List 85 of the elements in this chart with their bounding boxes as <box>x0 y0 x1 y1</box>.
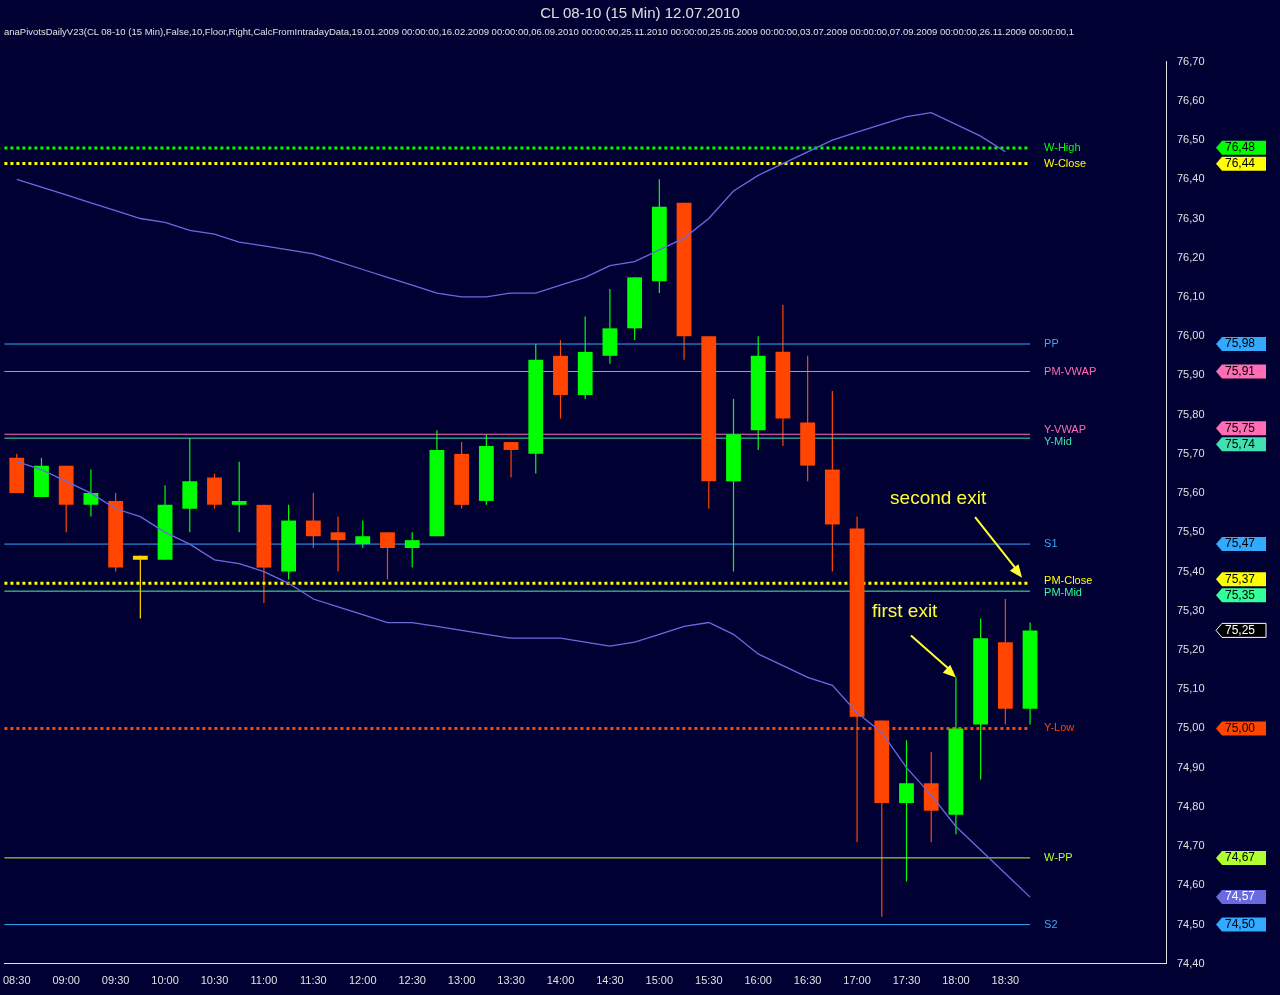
text: 75,75 <box>1225 420 1256 435</box>
text: 75,74 <box>1225 436 1256 451</box>
ref-line-label: PM-Close <box>1044 574 1093 587</box>
y-tick-label: 76,70 <box>1177 54 1205 67</box>
annotation: second exit <box>890 486 987 508</box>
x-tick-label: 15:00 <box>645 974 674 987</box>
candlestick <box>503 441 519 478</box>
y-tick-label: 74,80 <box>1177 799 1205 812</box>
text: 74,50 <box>1225 916 1256 931</box>
ref-line-label: S2 <box>1044 917 1058 930</box>
y-tick-label: 74,40 <box>1177 956 1205 969</box>
y-tick-label: 76,60 <box>1177 93 1205 106</box>
y-tick-label: 75,10 <box>1177 682 1205 695</box>
text: 74,57 <box>1225 889 1256 904</box>
x-tick-label: 14:00 <box>546 974 575 987</box>
x-tick-label: 12:30 <box>398 974 426 987</box>
x-tick-label: 09:30 <box>101 974 130 987</box>
x-tick-label: 17:00 <box>843 974 871 987</box>
ref-line-label: W-High <box>1044 140 1081 153</box>
annotation: first exit <box>871 600 939 622</box>
y-tick-label: 75,70 <box>1177 446 1205 459</box>
y-tick-label: 75,50 <box>1177 525 1205 538</box>
text: 76,48 <box>1225 140 1256 155</box>
chart-title: CL 08-10 (15 Min) 12.07.2010 <box>539 3 741 23</box>
candlestick <box>380 531 395 580</box>
candlestick <box>132 555 148 620</box>
x-tick-label: 09:00 <box>52 974 80 987</box>
y-tick-label: 76,40 <box>1177 172 1205 185</box>
y-tick-label: 76,20 <box>1177 250 1205 263</box>
ref-line-label: Y-Low <box>1044 721 1075 734</box>
text: 75,25 <box>1225 622 1256 637</box>
x-tick-label: 16:30 <box>793 974 822 987</box>
y-tick-label: 75,00 <box>1177 721 1205 734</box>
ref-line-label: PP <box>1044 337 1059 350</box>
candlestick <box>83 468 99 518</box>
x-tick-label: 11:30 <box>299 974 327 987</box>
y-tick-label: 75,40 <box>1177 564 1205 577</box>
y-tick-label: 75,80 <box>1177 407 1205 420</box>
ref-line-label: PM-VWAP <box>1044 364 1097 377</box>
ref-line-label: W-PP <box>1044 850 1073 863</box>
candlestick <box>404 531 420 569</box>
text: 75,37 <box>1225 571 1256 586</box>
candlestick <box>231 461 247 533</box>
candlestick <box>305 492 321 549</box>
x-tick-label: 11:00 <box>250 974 278 987</box>
y-tick-label: 76,50 <box>1177 133 1205 146</box>
chart-subtitle: anaPivotsDailyV23(CL 08-10 (15 Min),False,10,Floor,Right,CalcFromIntradayData,19.01.2009 00:00:00,16.02.2009 00:00:00,06.09.2010 00:00:00,25.11.2010 00:00:00,25.05.2009 00:00:00,03.07.2009 00:00:00,07.09.2009 00:00:00,26.11.2009 00:00:00,1 <box>3 25 1075 39</box>
ref-line-label: Y-Mid <box>1044 435 1072 448</box>
x-tick-label: 08:30 <box>3 974 31 987</box>
y-tick-label: 76,10 <box>1177 289 1205 302</box>
ref-line-label: PM-Mid <box>1044 586 1082 599</box>
text: 74,67 <box>1225 850 1256 865</box>
x-tick-label: 13:00 <box>447 974 476 987</box>
y-tick-label: 74,60 <box>1177 878 1205 891</box>
x-tick-label: 18:30 <box>991 974 1020 987</box>
y-tick-label: 74,70 <box>1177 839 1205 852</box>
text: 75,91 <box>1225 363 1256 378</box>
y-tick-label: 75,90 <box>1177 368 1205 381</box>
text: 75,00 <box>1225 720 1256 735</box>
candlestick <box>355 519 371 549</box>
y-tick-label: 76,00 <box>1177 329 1205 342</box>
y-tick-label: 75,20 <box>1177 643 1205 656</box>
ref-line-label: W-Close <box>1044 156 1087 169</box>
x-tick-label: 15:30 <box>695 974 723 987</box>
candlestick <box>330 516 346 573</box>
x-tick-label: 14:30 <box>596 974 624 987</box>
y-tick-label: 75,30 <box>1177 603 1205 616</box>
text: 75,98 <box>1225 336 1256 351</box>
y-tick-label: 74,50 <box>1177 917 1205 930</box>
ref-line-label: S1 <box>1044 537 1058 550</box>
ref-line-label: Y-VWAP <box>1044 423 1087 436</box>
x-tick-label: 17:30 <box>892 974 921 987</box>
y-tick-label: 74,90 <box>1177 760 1205 773</box>
text: 76,44 <box>1225 156 1256 171</box>
x-tick-label: 13:30 <box>497 974 525 987</box>
x-tick-label: 12:00 <box>349 974 377 987</box>
y-tick-label: 75,60 <box>1177 486 1205 499</box>
text: 75,47 <box>1225 536 1256 551</box>
y-tick-label: 76,30 <box>1177 211 1205 224</box>
x-tick-label: 10:30 <box>200 974 229 987</box>
text: 75,35 <box>1225 587 1256 602</box>
x-tick-label: 16:00 <box>744 974 772 987</box>
x-tick-label: 10:00 <box>151 974 179 987</box>
x-tick-label: 18:00 <box>942 974 970 987</box>
candlestick <box>899 739 914 883</box>
